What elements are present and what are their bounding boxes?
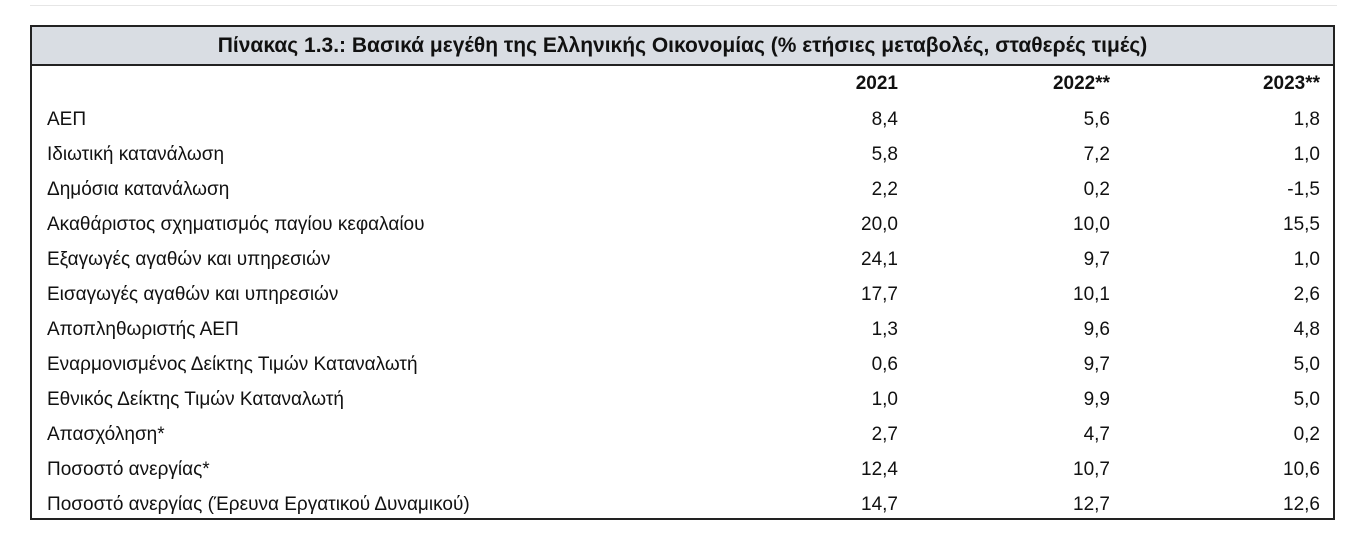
row-label: Ακαθάριστος σχηματισμός παγίου κεφαλαίου (47, 214, 425, 235)
value-cell: 2,2 (871, 179, 898, 200)
value-cell: 0,2 (1293, 424, 1320, 445)
row-label: Εθνικός Δείκτης Τιμών Καταναλωτή (47, 389, 344, 410)
value-cell: 1,3 (871, 319, 898, 340)
value-cell: 9,7 (1083, 249, 1110, 270)
value-cell: 5,8 (871, 144, 898, 165)
header-cell: 2023** (1262, 73, 1320, 94)
value-cell: 5,0 (1293, 354, 1320, 375)
header-cell: 2022** (1052, 73, 1110, 94)
value-cell: -1,5 (1287, 179, 1320, 200)
separator (30, 5, 1337, 6)
row-label: Ιδιωτική κατανάλωση (47, 144, 225, 165)
value-cell: 10,7 (1073, 459, 1110, 480)
row-label: Ποσοστό ανεργίας (Έρευνα Εργατικού Δυναμ… (47, 494, 470, 515)
table-row: Ποσοστό ανεργίας* 12,4 10,7 10,6 (32, 452, 1333, 487)
value-cell: 5,6 (1083, 109, 1110, 130)
header-cell (32, 66, 762, 102)
value-cell: 8,4 (871, 109, 898, 130)
value-cell: 9,7 (1083, 354, 1110, 375)
table-row: Εξαγωγές αγαθών και υπηρεσιών 24,1 9,7 1,0 (32, 242, 1333, 277)
value-cell: 1,0 (871, 389, 898, 410)
value-cell: 1,0 (1293, 144, 1320, 165)
row-label: ΑΕΠ (47, 109, 87, 130)
value-cell: 1,0 (1293, 249, 1320, 270)
table: Πίνακας 1.3.: Βασικά μεγέθη της Ελληνική… (30, 25, 1335, 520)
value-cell: 15,5 (1283, 214, 1320, 235)
table-row: Απασχόληση* 2,7 4,7 0,2 (32, 417, 1333, 452)
table-row: Ιδιωτική κατανάλωση 5,8 7,2 1,0 (32, 137, 1333, 172)
value-cell: 0,2 (1083, 179, 1110, 200)
row-label: Αποπληθωριστής ΑΕΠ (47, 319, 239, 340)
row-label: Εναρμονισμένος Δείκτης Τιμών Καταναλωτή (47, 354, 418, 375)
value-cell: 14,7 (861, 494, 898, 515)
row-label: Εισαγωγές αγαθών και υπηρεσιών (47, 284, 339, 305)
value-cell: 24,1 (861, 249, 898, 270)
value-cell: 12,4 (861, 459, 898, 480)
value-cell: 12,7 (1073, 494, 1110, 515)
row-label: Εξαγωγές αγαθών και υπηρεσιών (47, 249, 331, 270)
value-cell: 4,8 (1293, 319, 1320, 340)
value-cell: 2,7 (871, 424, 898, 445)
table-row: Ακαθάριστος σχηματισμός παγίου κεφαλαίου… (32, 207, 1333, 242)
value-cell: 20,0 (861, 214, 898, 235)
table-row: Αποπληθωριστής ΑΕΠ 1,3 9,6 4,8 (32, 312, 1333, 347)
table-row: Εισαγωγές αγαθών και υπηρεσιών 17,7 10,1 2,… (32, 277, 1333, 312)
value-cell: 10,0 (1073, 214, 1110, 235)
value-cell: 10,1 (1073, 284, 1110, 305)
value-cell: 12,6 (1283, 494, 1320, 515)
table-row: Εναρμονισμένος Δείκτης Τιμών Καταναλωτή 0… (32, 347, 1333, 382)
value-cell: 9,6 (1083, 319, 1110, 340)
table-row: Δημόσια κατανάλωση 2,2 0,2 -1,5 (32, 172, 1333, 207)
table-row: Εθνικός Δείκτης Τιμών Καταναλωτή 1,0 9,9 5,… (32, 382, 1333, 417)
value-cell: 10,6 (1283, 459, 1320, 480)
value-cell: 1,8 (1293, 109, 1320, 130)
row-label: Ποσοστό ανεργίας* (47, 459, 210, 480)
table-title: Πίνακας 1.3.: Βασικά μεγέθη της Ελληνική… (32, 27, 1333, 66)
row-label: Δημόσια κατανάλωση (47, 179, 230, 200)
value-cell: 7,2 (1083, 144, 1110, 165)
header-cell: 2021 (855, 73, 898, 94)
value-cell: 17,7 (861, 284, 898, 305)
table-row: Ποσοστό ανεργίας (Έρευνα Εργατικού Δυναμ… (32, 487, 1333, 522)
value-cell: 0,6 (871, 354, 898, 375)
value-cell: 2,6 (1293, 284, 1320, 305)
table-row: ΑΕΠ 8,4 5,6 1,8 (32, 102, 1333, 137)
value-cell: 4,7 (1083, 424, 1110, 445)
value-cell: 5,0 (1293, 389, 1320, 410)
value-cell: 9,9 (1083, 389, 1110, 410)
header-row: 2021 2022** 2023** (32, 66, 1333, 102)
row-label: Απασχόληση* (47, 424, 165, 445)
